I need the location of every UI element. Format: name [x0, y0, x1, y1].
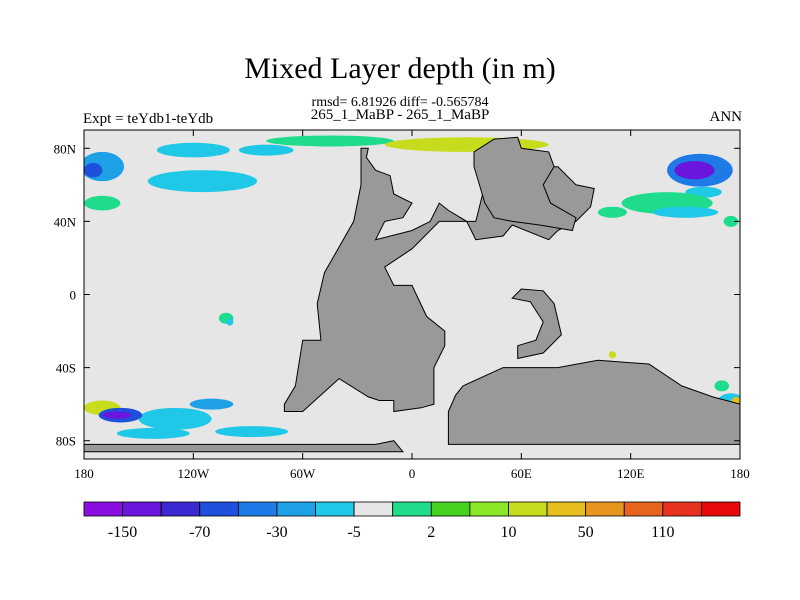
- chart-subtitle: rmsd= 6.81926 diff= -0.565784: [311, 95, 489, 110]
- anomaly-blob: [189, 398, 234, 410]
- anomaly-blob: [84, 195, 121, 211]
- anomaly-blob: [714, 380, 730, 392]
- left-string: Expt = teYdb1-teYdb: [83, 111, 214, 127]
- landmass: [511, 288, 562, 360]
- colorbar-swatch: [585, 501, 625, 517]
- colorbar-swatch: [160, 501, 201, 517]
- colorbar-swatch: [353, 501, 394, 517]
- anomaly-blob: [138, 407, 212, 430]
- x-tick-label: 120W: [177, 466, 210, 481]
- chart-title: Mixed Layer depth (in m): [244, 52, 556, 85]
- y-tick-label: 80N: [54, 141, 77, 156]
- plot-area: [84, 130, 740, 459]
- x-axis: 180 120W 60W 0 60E 120E 180: [74, 130, 750, 481]
- colorbar-label: -150: [108, 524, 137, 541]
- x-tick-label: 120E: [617, 466, 645, 481]
- anomaly-blob: [84, 162, 103, 178]
- anomaly-contours: [84, 135, 740, 439]
- colorbar-swatch: [122, 501, 162, 517]
- colorbar-label: 50: [578, 524, 594, 541]
- y-tick-label: 40N: [54, 214, 77, 229]
- x-tick-label: 60W: [290, 466, 316, 481]
- anomaly-blob: [652, 206, 719, 218]
- x-tick-label: 180: [730, 466, 750, 481]
- landmasses: [84, 136, 740, 453]
- right-string: ANN: [709, 109, 743, 125]
- anomaly-blob: [608, 351, 617, 359]
- colorbar-swatch: [623, 501, 664, 517]
- y-tick-label: 40S: [56, 361, 76, 376]
- landmass: [473, 136, 577, 232]
- y-tick-label: 80S: [56, 434, 76, 449]
- landmass: [447, 359, 740, 445]
- colorbar: -150 -70 -30 -5 2 10 50 110: [83, 501, 741, 541]
- x-tick-label: 0: [409, 466, 416, 481]
- center-string: 265_1_MaBP - 265_1_MaBP: [310, 107, 490, 123]
- colorbar-label: 2: [427, 524, 435, 541]
- colorbar-swatch: [701, 501, 741, 517]
- colorbar-swatch: [508, 501, 548, 517]
- anomaly-blob: [674, 161, 715, 180]
- colorbar-swatch: [546, 501, 587, 517]
- anomaly-blob: [147, 170, 258, 193]
- anomaly-blob: [238, 144, 294, 156]
- anomaly-blob: [102, 411, 132, 419]
- colorbar-swatch: [392, 501, 432, 517]
- anomaly-blob: [266, 135, 394, 147]
- colorbar-swatch: [315, 501, 355, 517]
- x-tick-label: 60E: [511, 466, 532, 481]
- colorbar-label: 10: [500, 524, 516, 541]
- colorbar-swatch: [430, 501, 471, 517]
- anomaly-blob: [116, 427, 190, 439]
- y-tick-label: 0: [70, 288, 77, 303]
- colorbar-label: -30: [266, 524, 287, 541]
- anomaly-blob: [156, 142, 230, 158]
- colorbar-swatch: [83, 501, 123, 517]
- colorbar-label: -5: [347, 524, 360, 541]
- colorbar-swatch: [469, 501, 509, 517]
- landmass: [84, 440, 404, 453]
- y-axis: 80N 40N 0 40S 80S: [54, 141, 740, 449]
- anomaly-blob: [226, 318, 234, 326]
- colorbar-label: -70: [189, 524, 210, 541]
- anomaly-blob: [597, 206, 628, 218]
- colorbar-swatch: [199, 501, 239, 517]
- anomaly-blob: [723, 215, 739, 227]
- anomaly-blob: [215, 426, 289, 438]
- colorbar-label: 110: [651, 524, 674, 541]
- colorbar-swatch: [237, 501, 278, 517]
- colorbar-swatch: [276, 501, 316, 517]
- colorbar-swatch: [662, 501, 702, 517]
- x-tick-label: 180: [74, 466, 94, 481]
